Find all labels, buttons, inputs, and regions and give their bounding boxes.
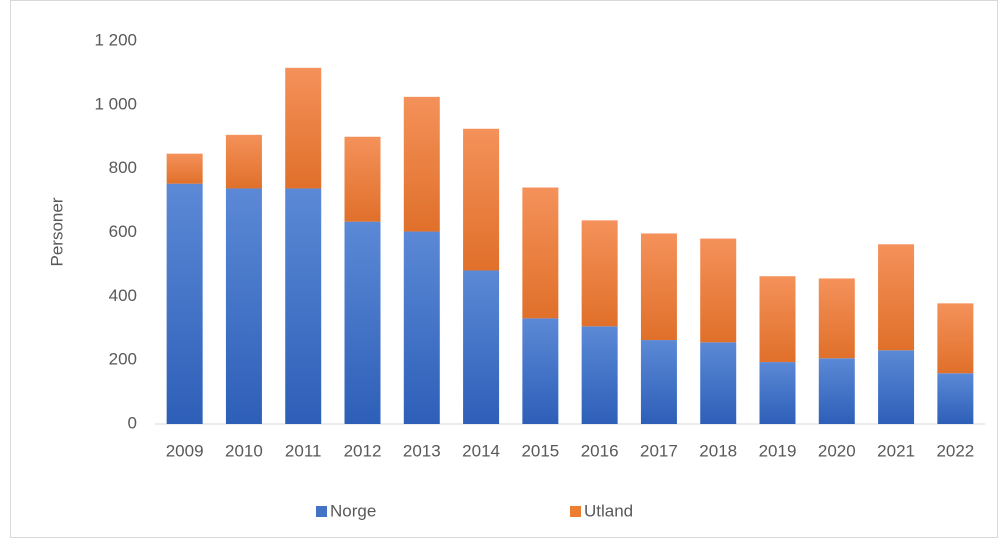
x-tick-label: 2022: [936, 441, 974, 460]
bar-segment: [700, 342, 737, 424]
bar-segment: [640, 233, 677, 341]
bar-segment: [285, 188, 322, 424]
bar-segment: [818, 278, 855, 359]
bar-segment: [285, 67, 322, 189]
bar-segment: [878, 350, 915, 424]
bar-segment: [225, 188, 262, 424]
x-tick-label: 2020: [818, 441, 856, 460]
y-tick-label: 400: [109, 286, 137, 305]
bar-segment: [581, 220, 618, 327]
legend-swatch: [570, 506, 581, 517]
y-tick-label: 1 000: [94, 94, 137, 113]
x-tick-label: 2017: [640, 441, 678, 460]
x-tick-label: 2019: [759, 441, 797, 460]
x-tick-label: 2014: [462, 441, 500, 460]
x-tick-label: 2012: [344, 441, 382, 460]
y-tick-label: 600: [109, 222, 137, 241]
bar-segment: [166, 153, 203, 184]
legend-swatch: [316, 506, 327, 517]
x-tick-label: 2018: [699, 441, 737, 460]
legend-label: Utland: [584, 501, 633, 520]
bar-segment: [522, 318, 559, 424]
x-tick-label: 2009: [166, 441, 204, 460]
bar-segment: [818, 358, 855, 424]
bar-segment: [225, 134, 262, 189]
x-tick-label: 2021: [877, 441, 915, 460]
legend-label: Norge: [330, 501, 376, 520]
bar-segment: [344, 136, 381, 222]
x-tick-label: 2016: [581, 441, 619, 460]
y-tick-label: 1 200: [94, 30, 137, 49]
x-tick-label: 2013: [403, 441, 441, 460]
bar-segment: [522, 187, 559, 319]
x-tick-label: 2010: [225, 441, 263, 460]
x-tick-label: 2011: [285, 441, 322, 460]
y-axis-label: Personer: [47, 197, 66, 266]
bar-segment: [759, 276, 796, 363]
y-tick-label: 800: [109, 158, 137, 177]
bar-segment: [344, 221, 381, 424]
y-tick-label: 200: [109, 350, 137, 369]
bar-segment: [403, 96, 440, 232]
x-tick-label: 2015: [521, 441, 559, 460]
bar-segment: [463, 128, 500, 271]
bar-segment: [403, 231, 440, 424]
y-tick-label: 0: [128, 413, 137, 432]
bar-segment: [878, 244, 915, 351]
bar-segment: [640, 340, 677, 424]
bar-segment: [937, 303, 974, 374]
bar-segment: [700, 238, 737, 343]
bar-segment: [937, 373, 974, 424]
bar-segment: [463, 270, 500, 424]
bar-segment: [581, 326, 618, 424]
bar-segment: [759, 362, 796, 424]
bar-segment: [166, 183, 203, 424]
